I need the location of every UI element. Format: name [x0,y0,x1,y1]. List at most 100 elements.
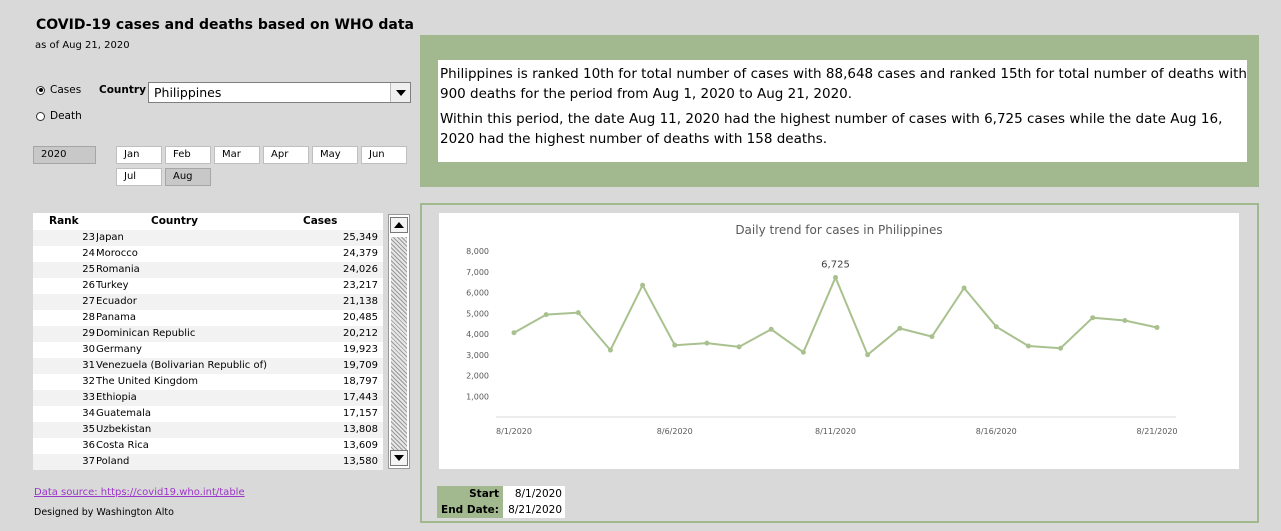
table-row[interactable]: 34 Guatemala 17,157 [33,406,383,422]
data-point[interactable] [704,340,710,346]
data-point[interactable] [511,330,517,336]
table-row[interactable]: 30 Germany 19,923 [33,342,383,358]
rank-cell: 25 [82,264,95,275]
table-row[interactable]: 37 Poland 13,580 [33,454,383,470]
data-point[interactable] [1154,324,1160,330]
rank-cell: 24 [82,248,95,259]
start-date-value[interactable]: 8/1/2020 [503,486,565,502]
radio-selected-icon [36,85,45,95]
y-tick-label: 6,000 [466,289,489,298]
cases-cell: 25,349 [343,232,378,243]
table-row[interactable]: 36 Costa Rica 13,609 [33,438,383,454]
table-row[interactable]: 28 Panama 20,485 [33,310,383,326]
data-point[interactable] [993,324,999,330]
rank-cell: 31 [82,360,95,371]
table-row[interactable]: 24 Morocco 24,379 [33,246,383,262]
data-point[interactable] [1025,343,1031,349]
slicer-year-2020[interactable]: 2020 [33,146,96,164]
table-row[interactable]: 33 Ethiopia 17,443 [33,390,383,406]
data-point[interactable] [800,349,806,355]
radio-death-label: Death [50,110,82,122]
header-cases: Cases [303,215,338,227]
table-row[interactable]: 29 Dominican Republic 20,212 [33,326,383,342]
rank-cell: 37 [82,456,95,467]
rank-cell: 27 [82,296,95,307]
radio-cases-label: Cases [50,84,82,96]
page-subtitle: as of Aug 21, 2020 [35,40,130,51]
table-row[interactable]: 31 Venezuela (Bolivarian Republic of) 19,7… [33,358,383,374]
scroll-down-button[interactable] [390,450,408,466]
cases-cell: 17,157 [343,408,378,419]
chart-title: Daily trend for cases in Philippines [735,223,942,237]
y-tick-label: 3,000 [466,351,489,360]
cases-cell: 24,026 [343,264,378,275]
data-point[interactable] [1058,345,1064,351]
data-point[interactable] [736,344,742,350]
table-row[interactable]: 25 Romania 24,026 [33,262,383,278]
arrow-down-icon [394,455,404,461]
slicer-month-aug[interactable]: Aug [165,168,211,186]
scroll-track[interactable] [391,237,407,452]
rank-cell: 36 [82,440,95,451]
cases-cell: 19,923 [343,344,378,355]
rank-cell: 32 [82,376,95,387]
country-cell: Costa Rica [96,440,149,451]
slicer-month-may[interactable]: May [312,146,358,164]
end-date-value[interactable]: 8/21/2020 [503,502,565,518]
cases-cell: 20,212 [343,328,378,339]
table-row[interactable]: 32 The United Kingdom 18,797 [33,374,383,390]
daily-trend-chart: Daily trend for cases in Philippines 1,0… [439,213,1239,469]
rank-cell: 28 [82,312,95,323]
slicer-month-jan[interactable]: Jan [116,146,162,164]
data-point[interactable] [575,310,581,316]
summary-paragraph-2: Within this period, the date Aug 11, 202… [440,111,1223,147]
dropdown-button[interactable] [390,83,410,102]
radio-unselected-icon [36,111,45,121]
designed-by-text: Designed by Washington Alto [34,507,174,518]
end-date-label: End Date: [437,502,503,518]
radio-cases[interactable]: Cases [36,84,81,96]
x-tick-label: 8/1/2020 [496,427,532,436]
data-point[interactable] [672,342,678,348]
cases-cell: 13,580 [343,456,378,467]
data-point[interactable] [543,312,549,318]
date-range-table: Start Date: 8/1/2020 End Date: 8/21/2020 [437,486,565,518]
table-row[interactable]: 27 Ecuador 21,138 [33,294,383,310]
table-row[interactable]: 23 Japan 25,349 [33,230,383,246]
data-point[interactable] [961,285,967,291]
data-point[interactable] [768,326,774,332]
summary-textbox: Philippines is ranked 10th for total num… [438,60,1247,162]
x-tick-label: 8/16/2020 [976,427,1017,436]
slicer-month-apr[interactable]: Apr [263,146,309,164]
data-point[interactable] [1090,315,1096,321]
data-point[interactable] [929,334,935,340]
data-point[interactable] [865,352,871,358]
data-point[interactable] [1122,318,1128,324]
data-point[interactable] [640,282,646,288]
country-cell: The United Kingdom [96,376,199,387]
country-cell: Ethiopia [96,392,137,403]
data-point[interactable] [833,274,838,280]
table-row[interactable]: 35 Uzbekistan 13,808 [33,422,383,438]
y-tick-label: 5,000 [466,309,489,318]
header-country: Country [151,215,198,227]
data-point[interactable] [607,347,613,353]
rank-cell: 26 [82,280,95,291]
country-dropdown[interactable]: Philippines [148,82,411,103]
country-cell: Guatemala [96,408,152,419]
table-scrollbar[interactable] [388,214,410,469]
country-cell: Japan [96,232,124,243]
slicer-month-jul[interactable]: Jul [116,168,162,186]
country-label: Country [99,84,146,96]
scroll-up-button[interactable] [390,217,408,233]
slicer-month-feb[interactable]: Feb [165,146,211,164]
cases-cell: 24,379 [343,248,378,259]
slicer-month-mar[interactable]: Mar [214,146,260,164]
table-row[interactable]: 26 Turkey 23,217 [33,278,383,294]
header-rank: Rank [49,215,79,227]
data-source-link[interactable]: Data source: https://covid19.who.int/tab… [34,487,245,498]
country-cell: Uzbekistan [96,424,152,435]
radio-death[interactable]: Death [36,110,82,122]
data-point[interactable] [897,325,903,331]
slicer-month-jun[interactable]: Jun [361,146,407,164]
